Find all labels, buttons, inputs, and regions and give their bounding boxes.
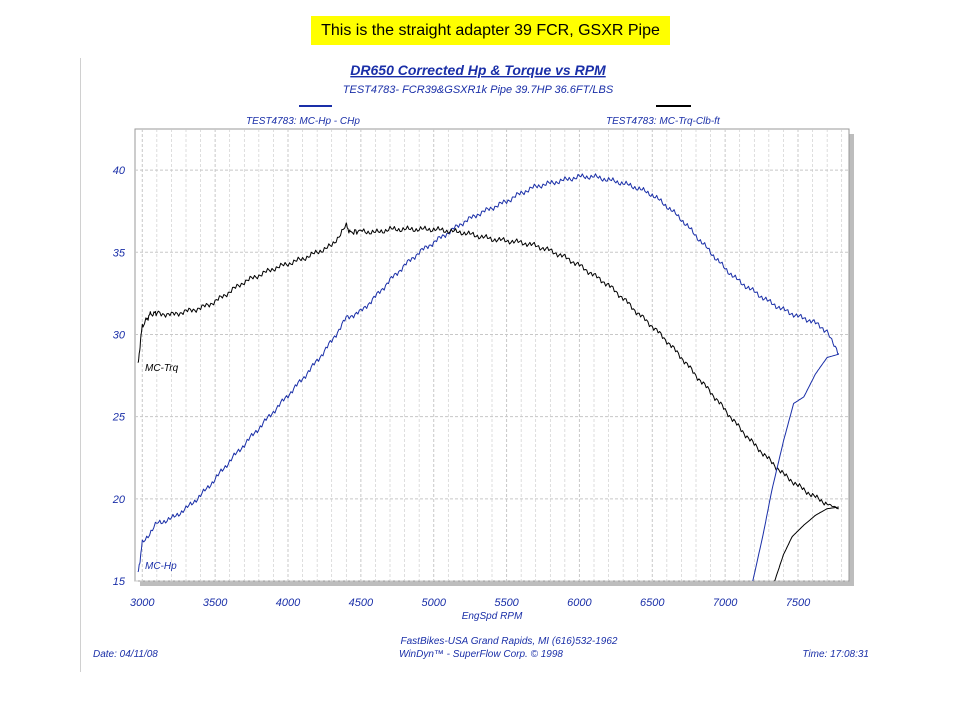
caption-banner: This is the straight adapter 39 FCR, GSX… (311, 16, 670, 45)
x-tick-label: 3500 (203, 597, 228, 609)
torque-curve-label: MC-Trq (145, 363, 179, 374)
footer-time: Time: 17:08:31 (802, 649, 869, 660)
y-tick-label: 30 (113, 329, 126, 341)
x-tick-label: 4000 (276, 597, 301, 609)
x-axis-label: EngSpd RPM (462, 611, 523, 622)
dyno-chart: DR650 Corrected Hp & Torque vs RPM TEST4… (93, 62, 869, 660)
x-tick-label: 7000 (713, 597, 738, 609)
hp-curve-label: MC-Hp (145, 561, 177, 572)
hp-legend-label: TEST4783: MC-Hp - CHp (246, 116, 360, 127)
series-line-hp (137, 173, 840, 573)
y-tick-label: 40 (113, 165, 126, 177)
series-line-torque-decel (774, 506, 839, 582)
x-tick-labels: 3000 3500 4000 4500 5000 5500 6000 6500 7000 7500 (130, 597, 811, 609)
series-lines (137, 173, 840, 582)
chart-title: DR650 Corrected Hp & Torque vs RPM (350, 62, 606, 78)
footer-date: Date: 04/11/08 (93, 649, 158, 660)
x-tick-label: 5500 (494, 597, 519, 609)
chart-subtitle: TEST4783- FCR39&GSXR1k Pipe 39.7HP 36.6F… (343, 84, 614, 96)
x-tick-label: 6000 (567, 597, 592, 609)
series-line-torque (137, 222, 839, 510)
x-tick-label: 7500 (786, 597, 811, 609)
x-tick-label: 3000 (130, 597, 155, 609)
series-line-hp-decel (752, 353, 839, 582)
x-tick-label: 5000 (421, 597, 446, 609)
dyno-chart-panel: DR650 Corrected Hp & Torque vs RPM TEST4… (80, 58, 882, 672)
x-tick-label: 6500 (640, 597, 665, 609)
footer-software: WinDyn™ - SuperFlow Corp. © 1998 (399, 649, 563, 660)
y-tick-label: 20 (112, 494, 126, 506)
y-tick-labels: 15 20 25 30 35 40 (112, 165, 126, 588)
y-tick-label: 15 (113, 576, 126, 588)
torque-legend-label: TEST4783: MC-Trq-Clb-ft (606, 116, 721, 127)
footer-shop: FastBikes-USA Grand Rapids, MI (616)532-… (401, 636, 618, 647)
y-tick-label: 25 (112, 412, 126, 424)
y-tick-label: 35 (113, 247, 126, 259)
x-tick-label: 4500 (349, 597, 374, 609)
